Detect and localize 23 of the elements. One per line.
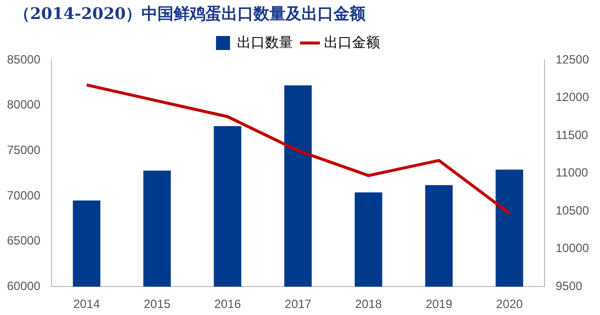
x-tick-label: 2019	[426, 297, 453, 312]
x-tick-label: 2018	[355, 297, 382, 312]
y2-tick-label: 11500	[556, 128, 588, 142]
y-tick-label: 75000	[6, 142, 41, 157]
x-tick-label: 2015	[144, 297, 171, 312]
y2-tick-label: 10000	[556, 241, 590, 256]
y2-tick-label: 11000	[556, 166, 588, 180]
y-tick-label: 70000	[6, 188, 41, 202]
y-tick-label: 65000	[6, 234, 41, 248]
x-tick-label: 2014	[73, 297, 100, 312]
y-tick-label: 80000	[6, 98, 41, 112]
y-tick-label: 85000	[6, 52, 41, 66]
y2-tick-label: 12000	[556, 90, 590, 104]
legend-label: 出口金额	[324, 34, 380, 50]
legend-label: 出口数量	[237, 34, 293, 50]
x-tick-label: 2017	[284, 297, 312, 312]
chart-title: （2014-2020）中国鲜鸡蛋出口数量及出口金额	[14, 4, 366, 25]
x-tick-label: 2016	[214, 297, 242, 312]
y2-tick-label: 10500	[556, 203, 590, 218]
y2-tick-label: 12500	[556, 52, 590, 66]
x-tick-label: 2020	[496, 297, 524, 312]
y2-tick-label: 9500	[556, 278, 583, 293]
y-tick-label: 60000	[6, 278, 41, 293]
